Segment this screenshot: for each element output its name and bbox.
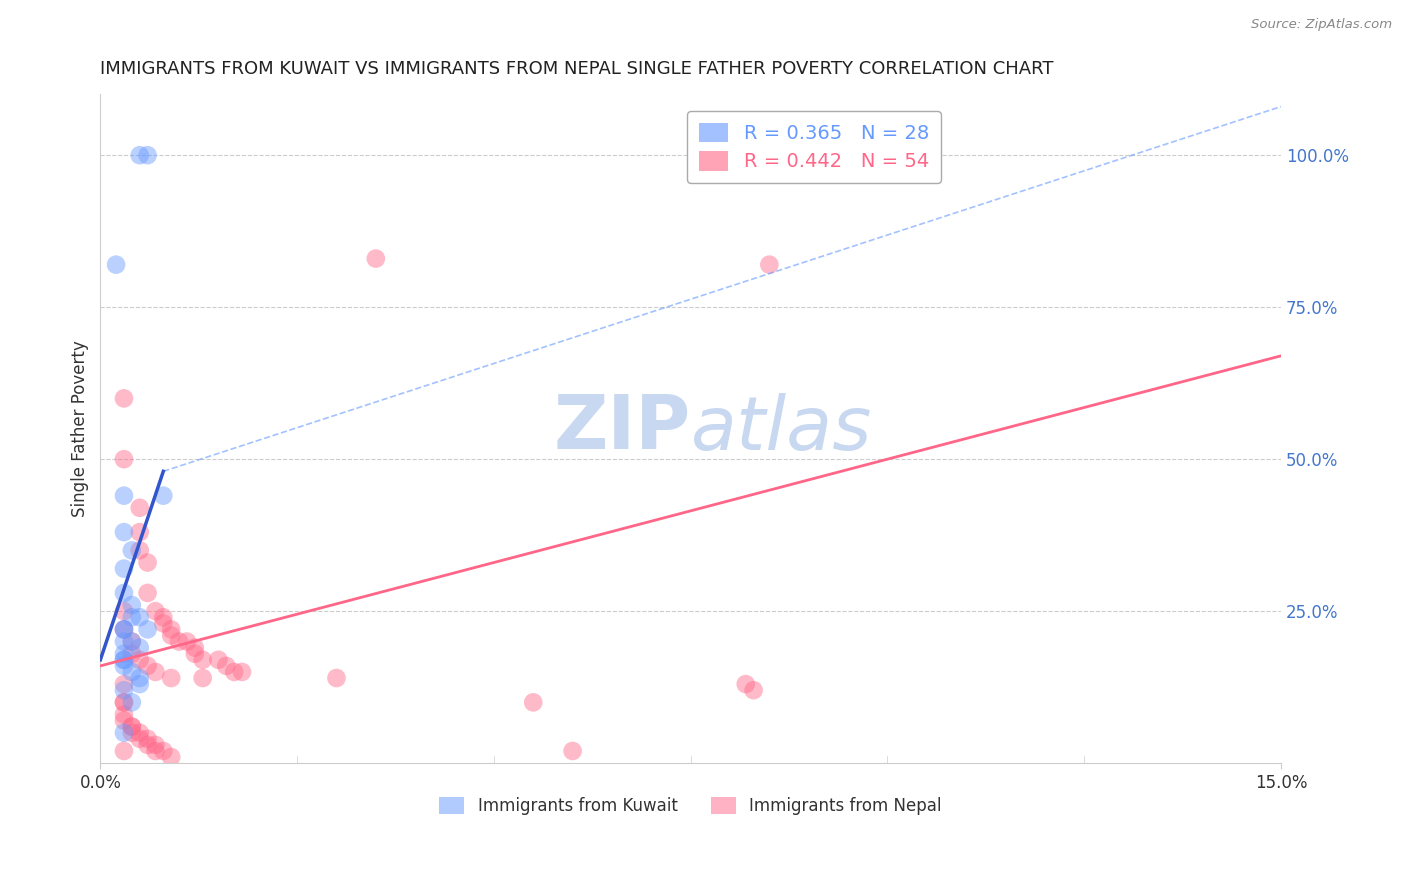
Point [128,725,150,739]
Point [136,148,159,162]
Point [136,738,159,752]
Point [160,623,183,637]
Point [184,640,207,655]
Point [758,258,780,272]
Point [112,714,135,728]
Point [112,452,135,467]
Point [742,683,765,698]
Point [145,744,167,758]
Point [105,258,128,272]
Point [734,677,756,691]
Point [121,647,143,661]
Point [112,561,135,575]
Point [121,543,143,558]
Point [121,598,143,612]
Point [364,252,387,266]
Point [128,525,150,540]
Point [112,744,135,758]
Point [112,683,135,698]
Point [152,489,174,503]
Point [152,610,174,624]
Point [112,647,135,661]
Point [231,665,253,679]
Point [184,647,207,661]
Point [112,695,135,709]
Point [112,489,135,503]
Point [128,671,150,685]
Point [128,500,150,515]
Text: atlas: atlas [690,392,872,465]
Text: IMMIGRANTS FROM KUWAIT VS IMMIGRANTS FROM NEPAL SINGLE FATHER POVERTY CORRELATIO: IMMIGRANTS FROM KUWAIT VS IMMIGRANTS FRO… [100,60,1054,78]
Point [136,556,159,570]
Point [561,744,583,758]
Point [121,720,143,734]
Point [112,604,135,618]
Point [112,695,135,709]
Point [112,725,135,739]
Point [112,586,135,600]
Point [112,623,135,637]
Point [224,665,246,679]
Point [160,671,183,685]
Point [152,616,174,631]
Point [128,653,150,667]
Point [121,610,143,624]
Text: Source: ZipAtlas.com: Source: ZipAtlas.com [1251,18,1392,31]
Point [136,731,159,746]
Point [128,148,150,162]
Point [145,665,167,679]
Point [121,720,143,734]
Point [128,610,150,624]
Point [121,634,143,648]
Point [112,623,135,637]
Point [136,658,159,673]
Point [325,671,347,685]
Point [128,677,150,691]
Point [112,658,135,673]
Point [112,525,135,540]
Point [145,604,167,618]
Point [112,653,135,667]
Point [160,628,183,642]
Point [112,707,135,722]
Point [215,658,238,673]
Point [167,634,190,648]
Point [128,640,150,655]
Point [191,671,214,685]
Text: ZIP: ZIP [554,392,690,466]
Point [121,695,143,709]
Point [522,695,544,709]
Point [112,392,135,406]
Point [207,653,229,667]
Point [112,623,135,637]
Y-axis label: Single Father Poverty: Single Father Poverty [72,341,89,517]
Point [128,731,150,746]
Point [152,744,174,758]
Point [112,634,135,648]
Point [121,634,143,648]
Point [191,653,214,667]
Legend: Immigrants from Kuwait, Immigrants from Nepal: Immigrants from Kuwait, Immigrants from … [433,790,949,822]
Point [121,725,143,739]
Point [112,653,135,667]
Point [121,665,143,679]
Point [136,586,159,600]
Point [136,623,159,637]
Point [160,750,183,764]
Point [176,634,198,648]
Point [112,677,135,691]
Point [145,738,167,752]
Point [128,543,150,558]
